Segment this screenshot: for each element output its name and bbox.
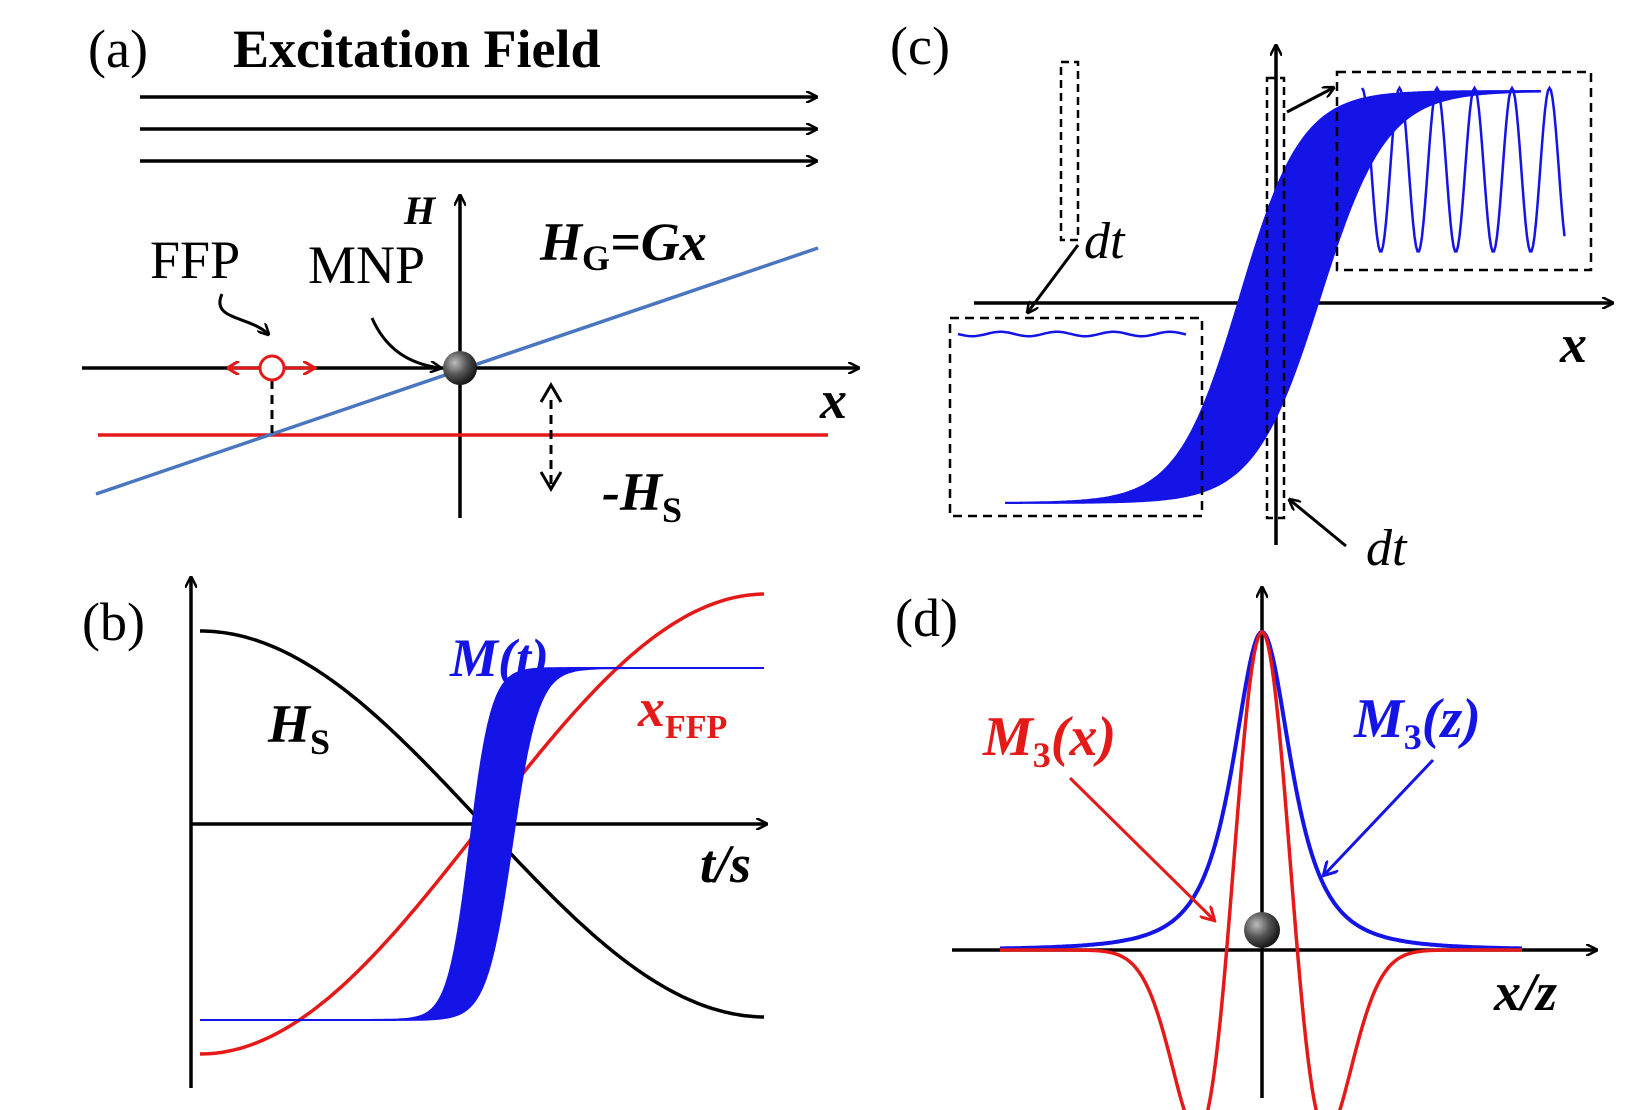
m3x-curve	[1000, 629, 1522, 1110]
panel-a-h-axis-label: H	[403, 188, 437, 233]
gradient-rhs: =Gx	[610, 212, 707, 272]
gradient-sub: G	[582, 238, 610, 278]
ffp-label: FFP	[150, 230, 240, 290]
inset-oscillating	[1335, 70, 1593, 272]
magnetization-band	[200, 667, 764, 1021]
panel-b-hs-main: H	[267, 694, 312, 754]
dt-label-top: dt	[1084, 213, 1126, 270]
excitation-field-arrows	[140, 97, 816, 161]
m3x-label: M3(x)	[982, 706, 1116, 775]
panel-d-x-axis-label: x/z	[1493, 962, 1557, 1022]
m3x-pointer	[1068, 776, 1214, 920]
inset-saturated	[948, 316, 1204, 518]
m3z-arg: (z)	[1422, 688, 1481, 750]
panel-b-hs-label: HS	[267, 694, 330, 762]
panel-d: (d) x/z M3(x) M3(z)	[895, 588, 1596, 1110]
mnp-pointer	[370, 317, 440, 368]
panel-c: (c) x dt dt	[890, 16, 1612, 577]
pointer-to-left-inset	[1028, 244, 1080, 312]
m3x-main: M	[982, 706, 1035, 768]
panel-a: (a) Excitation Field H x FFP MNP	[82, 19, 858, 530]
panel-c-label: (c)	[890, 16, 950, 76]
panel-b-hs-sub: S	[310, 722, 330, 762]
xffp-label: xFFP	[637, 678, 727, 746]
mnp-particle	[443, 351, 477, 385]
ffp-marker	[258, 354, 286, 382]
hs-main: -H	[602, 462, 664, 522]
pointer-dt-bottom	[1290, 500, 1347, 548]
hs-shift-arrow-down-head	[539, 471, 563, 492]
xffp-main: x	[637, 678, 665, 738]
m3x-sub: 3	[1033, 735, 1051, 775]
panel-d-mnp-particle	[1244, 912, 1280, 948]
m3z-pointer	[1324, 758, 1435, 875]
m3x-arg: (x)	[1051, 706, 1116, 768]
gradient-main: H	[539, 212, 584, 272]
inset-oscillating-signal	[1360, 85, 1566, 253]
panel-b-t-axis-label: t/s	[700, 834, 751, 894]
m3z-main: M	[1353, 688, 1406, 750]
dt-selection-center	[1265, 76, 1286, 520]
hs-sub: S	[662, 490, 682, 530]
panel-b: (b) t/s M(t) HS xFFP	[82, 578, 766, 1088]
panel-b-label: (b)	[82, 592, 145, 652]
panel-c-x-axis-label: x	[1559, 314, 1587, 374]
gradient-equation: HG=Gx	[539, 212, 707, 278]
panel-d-label: (d)	[895, 588, 958, 648]
m3z-label: M3(z)	[1353, 688, 1481, 757]
hs-equation: -HS	[602, 462, 682, 530]
xffp-sub: FFP	[665, 709, 727, 746]
panel-a-label: (a)	[88, 19, 148, 79]
dt-label-bottom: dt	[1366, 520, 1408, 577]
m3z-sub: 3	[1404, 717, 1422, 757]
m-t-label: M(t)	[449, 628, 549, 688]
ffp-pointer	[218, 293, 268, 334]
pointer-to-right-inset	[1286, 88, 1333, 114]
magnetization-space-band	[1005, 90, 1541, 504]
panel-a-title: Excitation Field	[233, 19, 600, 79]
panel-a-x-axis-label: x	[819, 370, 847, 430]
dt-selection-left	[1059, 60, 1080, 242]
mnp-label: MNP	[308, 235, 425, 295]
inset-flat-signal	[957, 330, 1187, 338]
hs-shift-arrow-up-head	[539, 382, 563, 403]
